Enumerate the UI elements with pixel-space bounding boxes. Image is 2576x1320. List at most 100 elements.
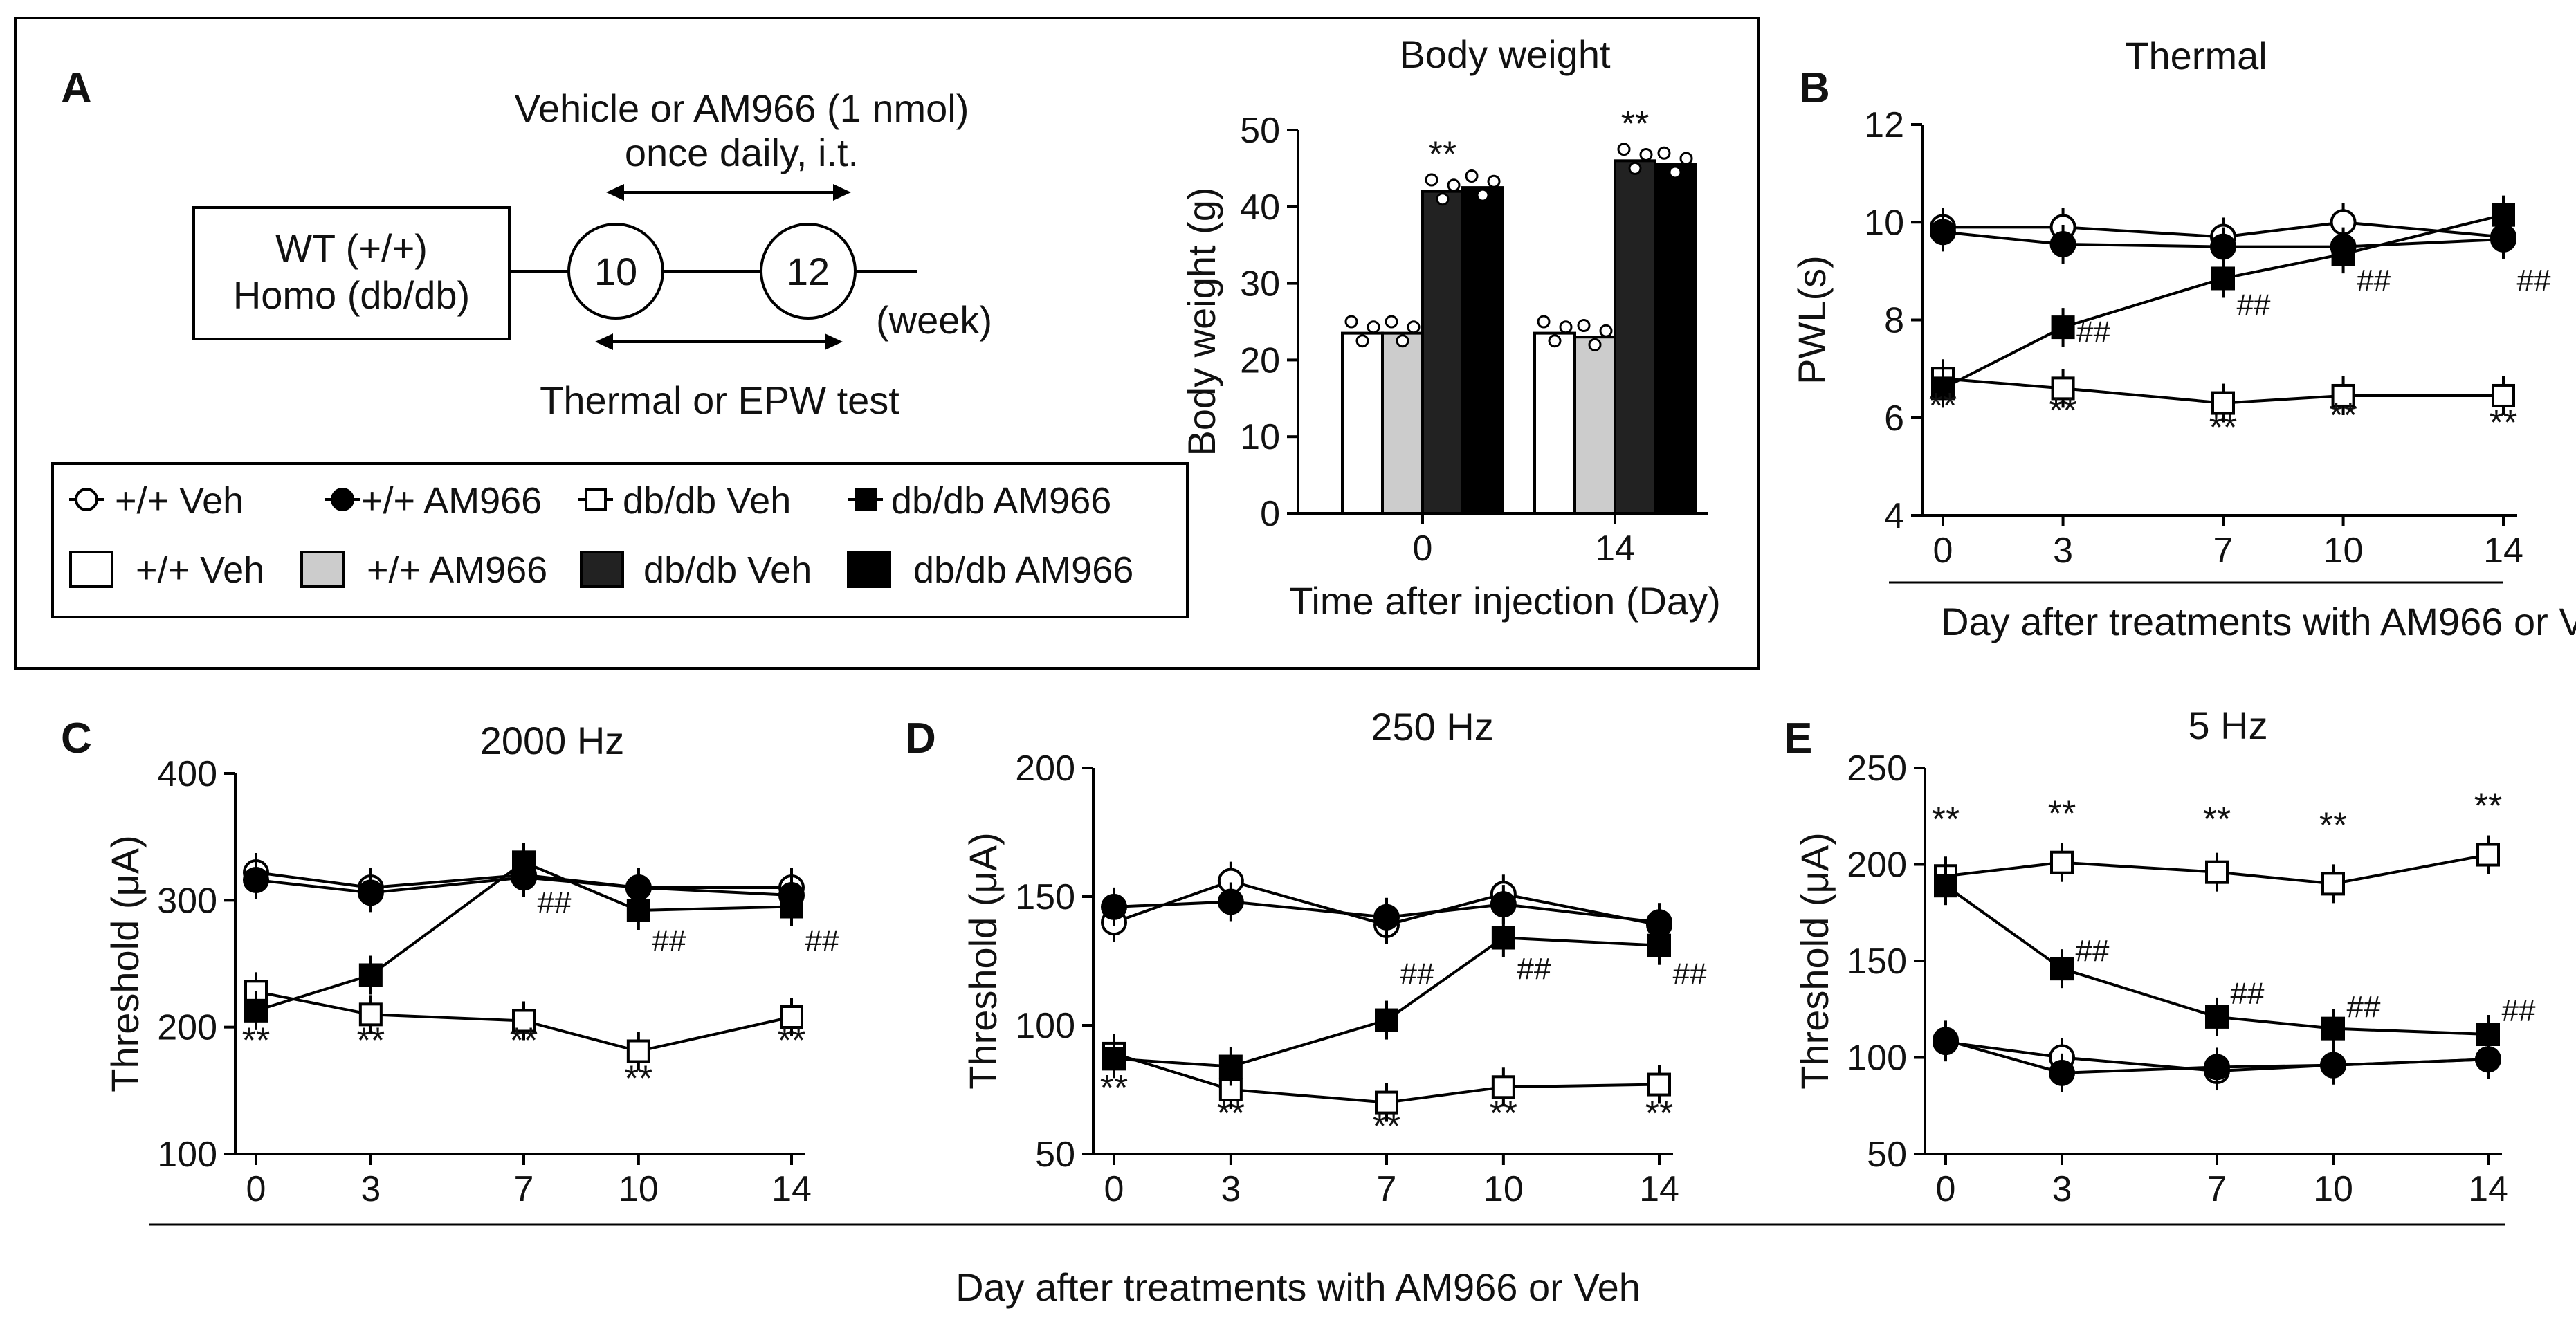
data-point bbox=[2049, 231, 2076, 258]
x-tick-label: 3 bbox=[1221, 1169, 1241, 1209]
series-db-db-veh bbox=[244, 972, 803, 1071]
bar-dot bbox=[1639, 147, 1653, 161]
bar-dot bbox=[1396, 334, 1409, 348]
bar-dot bbox=[1617, 143, 1631, 156]
data-point bbox=[1931, 376, 1955, 401]
x-tick-label: 14 bbox=[2468, 1169, 2508, 1209]
data-point bbox=[1375, 1008, 1398, 1032]
data-point bbox=[2211, 266, 2235, 291]
x-tick-label: 0 bbox=[1104, 1169, 1124, 1209]
x-tick-label: 0 bbox=[1936, 1169, 1956, 1209]
significance-annotation: ** bbox=[357, 1020, 385, 1061]
y-axis-label: Threshold (μA) bbox=[1793, 832, 1836, 1090]
data-point bbox=[2320, 1052, 2346, 1079]
week-unit-label: (week) bbox=[876, 298, 992, 342]
y-tick-label: 50 bbox=[1035, 1135, 1075, 1175]
bar-dot bbox=[1476, 188, 1490, 202]
bar-dot bbox=[1559, 320, 1573, 334]
bar-dot bbox=[1407, 320, 1421, 334]
data-point bbox=[2204, 1054, 2230, 1081]
x-tick-label: 3 bbox=[2052, 1169, 2072, 1209]
chart-panel-d: D 250 Hz 50 100 150 200 0 3 7 10 14 Threshold (μA) *… bbox=[905, 705, 1707, 1209]
hash-annotation: ## bbox=[2357, 264, 2391, 297]
y-axis-label: Threshold (μA) bbox=[103, 835, 147, 1092]
legend-bar-item-1: +/+ Veh bbox=[69, 549, 264, 591]
panel-a-frame bbox=[14, 17, 1760, 670]
y-tick-label: 4 bbox=[1884, 496, 1904, 536]
significance-annotation: ** bbox=[778, 1020, 805, 1061]
x-tick-label: 0 bbox=[246, 1169, 266, 1209]
y-tick-label: 100 bbox=[1847, 1038, 1907, 1079]
bar-dot bbox=[1577, 319, 1591, 333]
bar-dot bbox=[1465, 169, 1479, 183]
chart-panel-e: E 5 Hz 50 100 150 200 250 0 3 7 10 14 Threshold (μA)… bbox=[1784, 704, 2536, 1209]
x-tick-label: 10 bbox=[1483, 1169, 1524, 1209]
week-start-circle bbox=[567, 223, 664, 320]
schedule-arrow-bottom-left-head bbox=[595, 333, 613, 350]
data-point bbox=[2210, 233, 2236, 260]
schedule-arrow-top-left-head bbox=[606, 184, 624, 201]
significance-annotation: ** bbox=[242, 1020, 270, 1061]
panel-letter-e: E bbox=[1784, 715, 1812, 762]
series-db-db-veh bbox=[1934, 835, 2500, 904]
x-tick-label: 10 bbox=[2313, 1169, 2353, 1209]
legend-box bbox=[51, 462, 1189, 618]
data-point bbox=[243, 867, 269, 893]
significance-annotation: ** bbox=[2474, 787, 2502, 827]
data-point bbox=[1491, 1075, 1515, 1099]
schedule-label-line2: once daily, i.t. bbox=[625, 131, 859, 174]
week-start-label: 10 bbox=[594, 250, 637, 293]
data-point bbox=[512, 850, 536, 874]
data-point bbox=[626, 1039, 650, 1063]
data-point bbox=[1218, 1078, 1243, 1101]
bar-dot bbox=[1679, 152, 1693, 165]
groups-line2: Homo (db/db) bbox=[233, 273, 470, 317]
hash-annotation: ## bbox=[2076, 315, 2110, 349]
legend-line-label-2: +/+ AM966 bbox=[361, 480, 542, 522]
series-am966 bbox=[1101, 882, 1672, 942]
significance-annotation: ** bbox=[1373, 1107, 1400, 1147]
y-axis-label: Threshold (μA) bbox=[961, 832, 1005, 1090]
significance-annotation: ** bbox=[1929, 386, 1957, 426]
bar-db-db-veh bbox=[1614, 159, 1656, 515]
groups-line1: WT (+/+) bbox=[275, 226, 428, 270]
significance-annotation: ** bbox=[2049, 391, 2076, 431]
data-point bbox=[2205, 1005, 2229, 1029]
data-point bbox=[2321, 1016, 2345, 1041]
data-point bbox=[1647, 933, 1671, 957]
hash-annotation: ## bbox=[2502, 993, 2536, 1027]
hash-annotation: ## bbox=[805, 924, 839, 958]
bar-veh bbox=[1533, 331, 1576, 515]
y-tick-label: 100 bbox=[1015, 1006, 1075, 1046]
data-point bbox=[244, 998, 268, 1023]
hash-annotation: ## bbox=[538, 886, 572, 920]
data-point bbox=[2476, 1023, 2500, 1047]
data-point bbox=[358, 963, 383, 987]
bar-dot bbox=[1628, 161, 1642, 175]
bar-dot bbox=[1599, 324, 1613, 338]
y-tick-label: 10 bbox=[1864, 203, 1904, 243]
hash-annotation: ## bbox=[2237, 288, 2271, 322]
bar-dot bbox=[1436, 192, 1450, 206]
bar-dot bbox=[1668, 165, 1682, 179]
chart-title: 2000 Hz bbox=[480, 719, 625, 762]
legend-line-item-2: +/+ AM966 bbox=[325, 480, 542, 522]
significance-annotation: ** bbox=[1621, 104, 1649, 144]
data-point bbox=[2331, 242, 2355, 266]
bar-db-db-veh bbox=[1421, 190, 1464, 515]
chart-panel-b: B Thermal 4 6 8 10 12 0 3 7 10 14 PWL(s) ** ** ** ** ** ##… bbox=[1790, 34, 2576, 643]
hash-annotation: ## bbox=[1517, 952, 1551, 986]
x-tick-label: 3 bbox=[360, 1169, 381, 1209]
chart-title: Thermal bbox=[2125, 34, 2267, 77]
significance-annotation: ** bbox=[1490, 1094, 1517, 1134]
y-tick-label: 150 bbox=[1015, 877, 1075, 917]
data-point bbox=[2492, 383, 2515, 407]
data-point bbox=[780, 1005, 803, 1029]
y-tick-label: 300 bbox=[157, 881, 217, 921]
x-tick-label: 7 bbox=[2213, 531, 2234, 571]
legend-line-label-4: db/db AM966 bbox=[891, 480, 1111, 522]
chart-body-weight: Body weight 0 10 20 30 40 50 Body weight (g) Tim… bbox=[1180, 33, 1721, 623]
significance-annotation: ** bbox=[510, 1020, 538, 1061]
bar-dot bbox=[1588, 338, 1602, 351]
